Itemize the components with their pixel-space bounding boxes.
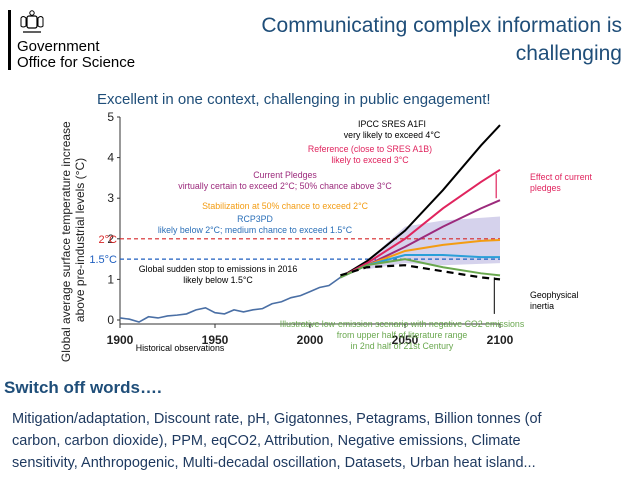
y-tick-label: 0 [107,313,114,327]
logo-rule [8,10,11,70]
annotation-pledge-2: virtually certain to exceed 2°C; 50% cha… [178,181,392,191]
page-title: Communicating complex information is cha… [261,14,622,65]
series-line-reference [339,168,501,279]
x-tick-label: 2050 [392,333,419,347]
x-tick-label: 1900 [107,333,134,347]
gos-logo: Government Office for Science [8,8,148,72]
annotation-effect-2: pledges [530,183,561,193]
y-tick-label: 2 [107,232,114,246]
reference-label: 2°C [99,234,118,246]
annotation-low-1: Illustrative low-emission scenario with … [280,319,525,329]
annotation-low-2: from upper half of literature range [337,330,468,340]
jargon-line-3: sensitivity, Anthropogenic, Multi-decada… [12,455,536,471]
y-axis-label: Global average surface temperature incre… [60,118,87,362]
annotation-a1fi-2: very likely to exceed 4°C [344,130,441,140]
annotation-geo-2: inertia [530,301,554,311]
annotation-hist: Historical observations [136,343,225,353]
chart-annotations: IPCC SRES A1FI very likely to exceed 4°C… [136,119,593,353]
x-tick-label: 1950 [202,333,229,347]
y-tick-label: 4 [107,151,114,165]
jargon-word-list: Mitigation/adaptation, Discount rate, pH… [12,408,622,474]
series-line-sudden_stop [340,264,501,281]
y-tick-label: 5 [107,110,114,124]
y-tick-label: 1 [107,272,114,286]
jargon-line-2: carbon, carbon dioxide), PPM, eqCO2, Att… [12,433,521,449]
annotation-rcp-1: RCP3PD [237,214,273,224]
page-subtitle: Excellent in one context, challenging in… [97,91,491,108]
annotation-geo-1: Geophysical [530,290,578,300]
annotation-stop-1: Global sudden stop to emissions in 2016 [139,264,298,274]
jargon-line-1: Mitigation/adaptation, Discount rate, pH… [12,411,542,427]
royal-coat-of-arms-icon [20,10,44,33]
x-tick-label: 2100 [487,333,514,347]
series-line-sres_a1fi [339,124,501,279]
x-tick-label: 2000 [297,333,324,347]
annotation-ref-2: likely to exceed 3°C [331,155,409,165]
annotation-effect-1: Effect of current [530,172,592,182]
reference-label: 1.5°C [89,254,117,266]
y-tick-label: 3 [107,191,114,205]
annotation-stab: Stabilization at 50% chance to exceed 2°… [202,201,369,211]
plot-area: 0 1 2 3 4 5 1900 1950 2000 2050 2100 2°C 1.5°C [89,110,513,347]
annotation-a1fi-1: IPCC SRES A1FI [358,119,426,129]
section-heading: Switch off words…. [4,378,162,397]
annotation-low-3: in 2nd half of 21st Century [351,341,454,351]
logo-line-government: Government [17,38,100,55]
annotation-pledge-1: Current Pledges [253,170,317,180]
logo-line-office: Office for Science [17,54,136,71]
annotation-ref-1: Reference (close to SRES A1B) [308,144,432,154]
series-line-low_emission [339,258,501,279]
series-line-historical [119,276,341,323]
temperature-chart: Global average surface temperature incre… [60,110,593,362]
annotation-rcp-2: likely below 2°C; medium chance to excee… [158,225,353,235]
annotation-stop-2: likely below 1.5°C [183,275,253,285]
